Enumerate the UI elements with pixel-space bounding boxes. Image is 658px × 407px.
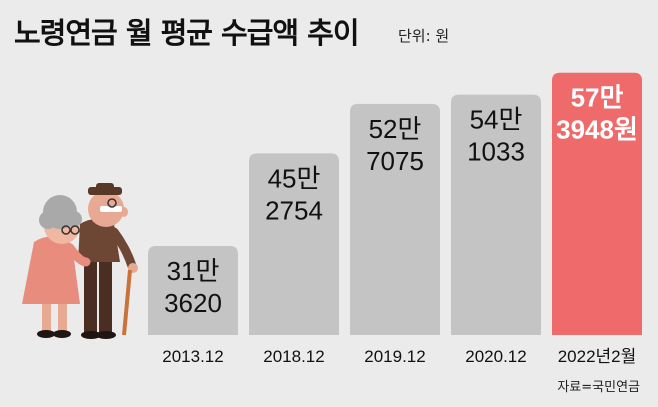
x-tick-label: 2019.12	[364, 347, 425, 366]
x-tick-label: 2022년2월	[558, 347, 637, 366]
grandfather-figure	[78, 183, 138, 339]
data-label: 54만	[470, 105, 523, 135]
data-label: 3948원	[556, 115, 638, 145]
bar-2020.12	[451, 94, 541, 335]
x-tick-label: 2020.12	[465, 347, 526, 366]
data-label: 52만	[369, 114, 422, 144]
elderly-couple-illustration	[22, 183, 138, 339]
data-label: 3620	[164, 288, 222, 318]
x-tick-label: 2013.12	[162, 347, 223, 366]
data-label: 7075	[366, 146, 424, 176]
source-note: 자료=국민연금	[557, 380, 640, 395]
unit-label: 단위: 원	[398, 27, 450, 45]
grandmother-figure	[22, 195, 91, 338]
bar-2019.12	[350, 103, 440, 336]
chart-title: 노령연금 월 평균 수급액 추이	[14, 16, 360, 50]
data-label: 2754	[265, 195, 323, 225]
bar-2022년2월	[552, 72, 642, 335]
data-label: 57만	[571, 83, 624, 113]
bar-2013.12	[148, 246, 238, 335]
data-label: 1033	[467, 137, 525, 167]
data-label: 31만	[167, 256, 220, 286]
bar-2018.12	[249, 153, 339, 335]
x-tick-label: 2018.12	[263, 347, 324, 366]
data-label: 45만	[268, 163, 321, 193]
